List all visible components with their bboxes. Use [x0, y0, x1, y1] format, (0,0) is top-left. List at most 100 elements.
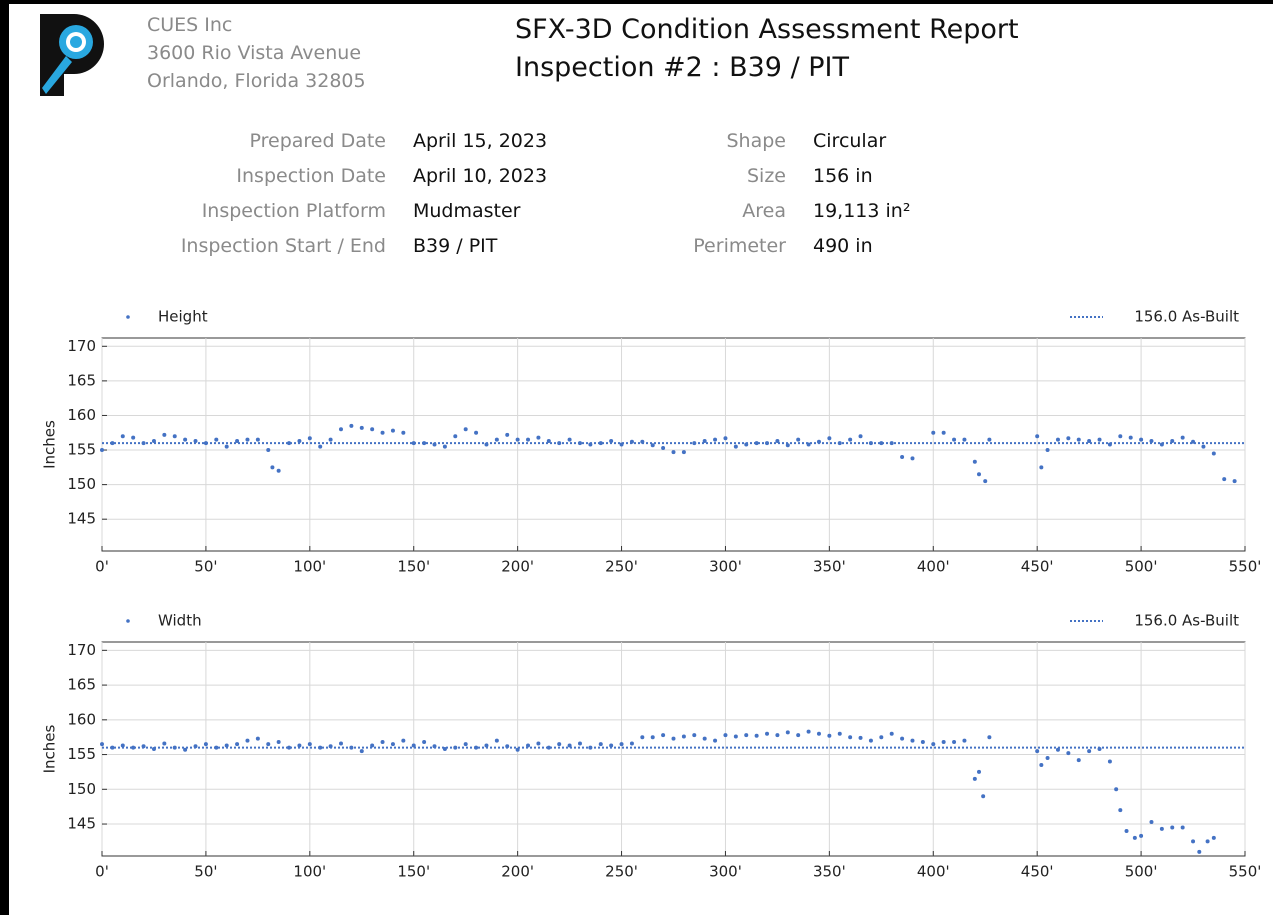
field-label: Area — [742, 200, 786, 222]
data-point — [131, 435, 136, 440]
data-point — [1097, 437, 1102, 442]
data-point — [723, 436, 728, 441]
field-value: Mudmaster — [413, 200, 521, 222]
data-point — [494, 437, 499, 442]
field-label: Inspection Start / End — [180, 235, 386, 257]
data-point — [796, 437, 801, 442]
y-tick-label: 160 — [67, 406, 96, 424]
data-point — [931, 430, 936, 435]
data-point — [733, 444, 738, 449]
data-point — [224, 743, 229, 748]
data-point — [972, 459, 977, 464]
data-point — [536, 741, 541, 746]
data-point — [328, 437, 333, 442]
data-point — [1107, 442, 1112, 447]
data-point — [141, 441, 146, 446]
field-label: Inspection Platform — [201, 200, 386, 222]
data-point — [432, 442, 437, 447]
x-tick-label: 500' — [1125, 558, 1158, 576]
data-point — [411, 441, 416, 446]
data-point — [598, 742, 603, 747]
data-point — [567, 743, 572, 748]
data-point — [505, 744, 510, 749]
data-point — [868, 738, 873, 743]
field-value: April 15, 2023 — [413, 130, 548, 152]
data-point — [827, 436, 832, 441]
field-value: 19,113 in² — [813, 200, 911, 222]
data-point — [1039, 762, 1044, 767]
data-point — [401, 738, 406, 743]
data-point — [1045, 448, 1050, 453]
data-point — [702, 736, 707, 741]
data-point — [484, 743, 489, 748]
field-value: 156 in — [813, 165, 873, 187]
data-point — [183, 747, 188, 752]
data-point — [557, 742, 562, 747]
data-point — [546, 439, 551, 444]
field-value: B39 / PIT — [413, 235, 498, 257]
data-point — [245, 437, 250, 442]
data-point — [879, 441, 884, 446]
data-point — [567, 437, 572, 442]
data-point — [1159, 442, 1164, 447]
data-point — [422, 441, 427, 446]
data-point — [1076, 758, 1081, 763]
data-point — [141, 744, 146, 749]
data-point — [723, 733, 728, 738]
data-point — [270, 465, 275, 470]
data-point — [120, 434, 125, 439]
data-point — [920, 740, 925, 745]
data-point — [1035, 749, 1040, 754]
data-point — [307, 742, 312, 747]
data-point — [619, 742, 624, 747]
data-point — [754, 733, 759, 738]
data-point — [442, 444, 447, 449]
legend-label: 156.0 As-Built — [1134, 308, 1239, 326]
data-point — [307, 436, 312, 441]
data-point — [1170, 439, 1175, 444]
plot-area — [101, 641, 1246, 857]
x-tick-label: 0' — [95, 863, 109, 881]
data-point — [1097, 747, 1102, 751]
y-tick-label: 165 — [67, 371, 96, 389]
data-point — [858, 434, 863, 439]
border — [0, 0, 1273, 4]
data-point — [1205, 839, 1210, 844]
data-point — [287, 745, 292, 750]
data-point — [910, 456, 915, 461]
data-point — [359, 749, 364, 754]
data-point — [131, 745, 136, 750]
data-point — [661, 733, 666, 738]
y-tick-label: 160 — [67, 710, 96, 728]
data-point — [380, 430, 385, 435]
data-point — [183, 437, 188, 442]
data-point — [577, 441, 582, 446]
data-point — [1197, 849, 1202, 854]
data-point — [526, 743, 531, 748]
data-point — [1191, 839, 1196, 844]
x-tick-label: 300' — [709, 558, 742, 576]
data-point — [494, 738, 499, 743]
data-point — [733, 734, 738, 739]
data-point — [987, 735, 992, 740]
data-point — [889, 441, 894, 446]
x-tick-label: 450' — [1021, 863, 1054, 881]
data-point — [681, 734, 686, 739]
data-point — [193, 439, 198, 444]
data-point — [681, 450, 686, 455]
data-point — [962, 437, 967, 442]
border — [0, 0, 9, 915]
data-point — [713, 437, 718, 442]
data-point — [453, 745, 458, 750]
data-point — [110, 441, 115, 446]
data-point — [972, 776, 977, 781]
data-point — [203, 441, 208, 446]
data-point — [338, 427, 343, 432]
x-tick-label: 100' — [293, 863, 326, 881]
data-point — [390, 428, 395, 433]
x-tick-label: 200' — [501, 863, 534, 881]
data-point — [671, 736, 676, 741]
data-point — [848, 437, 853, 442]
x-tick-label: 250' — [605, 558, 638, 576]
data-point — [120, 743, 125, 748]
